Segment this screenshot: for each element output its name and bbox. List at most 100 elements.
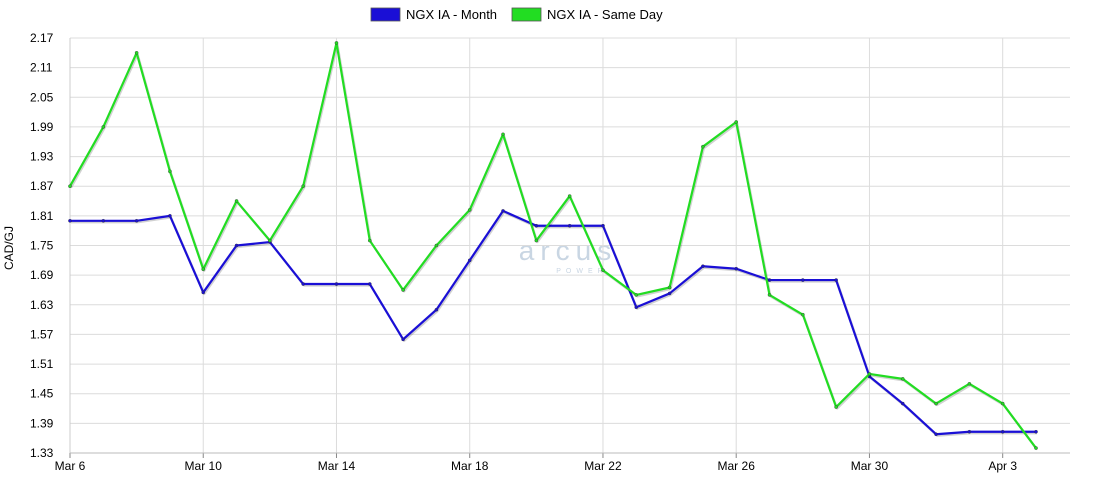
y-tick-label: 1.51 bbox=[30, 357, 54, 371]
data-point[interactable] bbox=[900, 377, 905, 381]
y-tick-label: 1.39 bbox=[30, 416, 54, 430]
x-tick-label: Mar 6 bbox=[55, 459, 86, 473]
data-point[interactable] bbox=[301, 184, 305, 189]
watermark-logo: arcus POWER bbox=[519, 235, 617, 275]
data-point[interactable] bbox=[801, 312, 805, 317]
data-point[interactable] bbox=[501, 132, 505, 137]
legend-item-same-day[interactable]: NGX IA - Same Day bbox=[511, 7, 663, 22]
series-line bbox=[70, 209, 1036, 436]
legend-item-month[interactable]: NGX IA - Month bbox=[370, 7, 497, 22]
y-axis: 2.17 2.11 2.05 1.99 1.93 1.87 1.81 1.75 1.69 1.63… bbox=[30, 31, 54, 460]
data-point[interactable] bbox=[667, 285, 672, 290]
grid bbox=[69, 37, 1070, 458]
legend-swatch-month bbox=[370, 7, 401, 22]
legend: NGX IA - Month NGX IA - Same Day bbox=[370, 7, 663, 22]
x-tick-label: Mar 22 bbox=[584, 459, 622, 473]
data-point[interactable] bbox=[834, 405, 838, 409]
data-point[interactable] bbox=[434, 307, 439, 312]
data-point[interactable] bbox=[667, 291, 672, 296]
data-point[interactable] bbox=[234, 243, 239, 248]
data-point[interactable] bbox=[934, 432, 938, 437]
data-point[interactable] bbox=[834, 278, 838, 282]
legend-swatch-same-day bbox=[511, 7, 542, 22]
data-point[interactable] bbox=[467, 208, 472, 212]
series-month bbox=[68, 209, 1038, 437]
y-tick-label: 1.45 bbox=[30, 387, 54, 401]
x-tick-label: Mar 26 bbox=[718, 459, 756, 473]
x-tick-label: Apr 3 bbox=[988, 459, 1017, 473]
data-point[interactable] bbox=[401, 337, 405, 342]
data-point[interactable] bbox=[401, 288, 405, 292]
data-point[interactable] bbox=[201, 267, 206, 272]
data-point[interactable] bbox=[701, 144, 705, 149]
x-axis: Mar 6 Mar 10 Mar 14 Mar 18 Mar 22 Mar 26 Mar 3… bbox=[55, 459, 1018, 473]
data-point[interactable] bbox=[734, 120, 739, 124]
data-point[interactable] bbox=[201, 290, 206, 295]
y-tick-label: 1.75 bbox=[30, 239, 54, 253]
series-line bbox=[69, 41, 1037, 449]
x-tick-label: Mar 30 bbox=[851, 459, 889, 473]
data-point[interactable] bbox=[801, 278, 805, 282]
data-point[interactable] bbox=[168, 169, 172, 174]
watermark-subtext: POWER bbox=[556, 268, 607, 275]
y-axis-title: CAD/GJ bbox=[2, 226, 16, 270]
y-tick-label: 2.17 bbox=[30, 31, 54, 45]
data-point[interactable] bbox=[734, 266, 739, 271]
data-point[interactable] bbox=[934, 401, 938, 406]
data-point[interactable] bbox=[1034, 446, 1038, 450]
y-tick-label: 1.93 bbox=[30, 150, 54, 164]
data-point[interactable] bbox=[534, 238, 539, 243]
data-point[interactable] bbox=[767, 278, 772, 282]
series-same-day bbox=[68, 41, 1038, 451]
data-point[interactable] bbox=[900, 401, 905, 406]
data-point[interactable] bbox=[134, 51, 139, 55]
data-point[interactable] bbox=[367, 238, 372, 243]
data-point[interactable] bbox=[767, 293, 772, 297]
data-point[interactable] bbox=[601, 268, 605, 273]
data-point[interactable] bbox=[101, 218, 106, 223]
data-point[interactable] bbox=[68, 184, 72, 189]
y-tick-label: 2.05 bbox=[30, 90, 54, 104]
data-point[interactable] bbox=[467, 258, 472, 263]
data-point[interactable] bbox=[434, 243, 439, 248]
data-point[interactable] bbox=[601, 223, 605, 228]
y-tick-label: 1.69 bbox=[30, 268, 54, 282]
x-tick-label: Mar 14 bbox=[318, 459, 356, 473]
y-tick-label: 1.63 bbox=[30, 298, 54, 312]
legend-label-same-day: NGX IA - Same Day bbox=[547, 7, 663, 22]
data-point[interactable] bbox=[1000, 401, 1005, 406]
data-point[interactable] bbox=[967, 429, 972, 434]
y-tick-label: 2.11 bbox=[30, 61, 53, 75]
data-point[interactable] bbox=[367, 282, 372, 286]
data-point[interactable] bbox=[501, 209, 505, 213]
x-tick-label: Mar 18 bbox=[451, 459, 489, 473]
data-point[interactable] bbox=[534, 223, 539, 228]
data-point[interactable] bbox=[867, 372, 872, 376]
x-tick-label: Mar 10 bbox=[185, 459, 223, 473]
y-tick-label: 1.87 bbox=[30, 179, 54, 193]
data-point[interactable] bbox=[134, 218, 139, 223]
data-point[interactable] bbox=[334, 282, 339, 286]
data-point[interactable] bbox=[168, 214, 172, 218]
data-point[interactable] bbox=[101, 125, 106, 129]
data-point[interactable] bbox=[268, 238, 272, 243]
data-point[interactable] bbox=[634, 305, 639, 310]
y-tick-label: 1.81 bbox=[30, 209, 54, 223]
data-point[interactable] bbox=[701, 264, 705, 269]
data-point[interactable] bbox=[301, 282, 305, 286]
legend-label-month: NGX IA - Month bbox=[406, 7, 497, 22]
y-tick-label: 1.57 bbox=[30, 327, 54, 341]
data-point[interactable] bbox=[967, 382, 972, 386]
data-point[interactable] bbox=[1000, 429, 1005, 434]
data-point[interactable] bbox=[567, 223, 572, 228]
data-point[interactable] bbox=[234, 199, 239, 203]
y-tick-label: 1.99 bbox=[30, 120, 54, 134]
watermark-text: arcus bbox=[519, 235, 617, 266]
data-point[interactable] bbox=[1034, 429, 1038, 434]
data-point[interactable] bbox=[334, 41, 339, 45]
data-point[interactable] bbox=[634, 293, 639, 297]
data-point[interactable] bbox=[567, 194, 572, 198]
data-point[interactable] bbox=[68, 218, 72, 223]
y-tick-label: 1.33 bbox=[30, 446, 54, 460]
